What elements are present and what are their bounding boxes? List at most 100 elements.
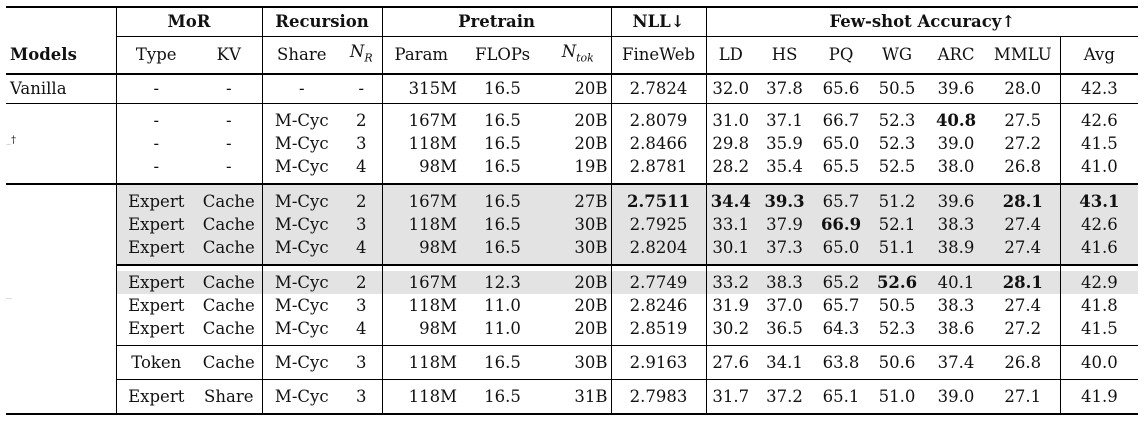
table-row: Expert Cache M-Cyc 3 118M 16.5 30B 2.7925 33.1 37… xyxy=(6,213,1139,237)
header-group-nll: NLL↓ xyxy=(610,6,707,37)
cell-ld: 30.1 xyxy=(705,236,756,260)
header-group-row: MoR Recursion Pretrain NLL↓ Few-shot Acc… xyxy=(6,6,1139,37)
cell-ntok: 30B xyxy=(545,213,612,237)
cell-pq: 64.3 xyxy=(822,319,860,339)
cell-share: M-Cyc xyxy=(261,351,342,375)
cell-hs: 38.3 xyxy=(755,271,815,295)
cell-avg: 42.3 xyxy=(1059,74,1139,104)
header-group-recursion: Recursion xyxy=(261,6,383,37)
cell-param: 315M xyxy=(381,74,461,104)
header-fineweb: FineWeb xyxy=(610,36,707,76)
table-row: Expert Cache M-Cyc 4 98M 11.0 20B 2.8519 30.2 36.… xyxy=(6,317,1139,341)
cell-ld: 31.7 xyxy=(705,385,756,409)
header-nr: NR xyxy=(341,36,383,76)
header-pq: PQ xyxy=(814,36,869,76)
header-type: Type xyxy=(115,36,196,76)
cell-kv: Cache xyxy=(196,271,263,295)
cell-ld: 32.0 xyxy=(705,74,756,104)
cell-fineweb: 2.8466 xyxy=(610,132,707,156)
cell-arc: 40.8 xyxy=(935,111,977,131)
results-body: Vanilla - - - -315M 16.5 20B 2.7824 32.0 37.8 65.6… xyxy=(6,74,1139,416)
cell-avg: 41.9 xyxy=(1059,385,1139,409)
cell-ld: 31.0 xyxy=(705,109,756,133)
table-row: Vanilla - - - -315M 16.5 20B 2.7824 32.0 37.8 65.6… xyxy=(6,74,1139,104)
cell-ntok: 20B xyxy=(545,271,612,295)
cell-nr: 2 xyxy=(341,190,383,214)
cell-kv: Cache xyxy=(196,236,263,260)
cell-share: M-Cyc xyxy=(261,236,342,260)
cell-avg: 41.8 xyxy=(1059,294,1139,318)
cell-nr: 2 xyxy=(341,271,383,295)
header-group-pretrain: Pretrain xyxy=(381,6,612,37)
cell-arc: 39.0 xyxy=(937,134,975,154)
cell-flops: 11.0 xyxy=(484,319,521,339)
cell-arc: 39.0 xyxy=(937,387,975,407)
cell-mmlu: 27.1 xyxy=(1004,387,1042,407)
cell-avg: 41.0 xyxy=(1059,155,1139,179)
cell-ld: 27.6 xyxy=(705,351,756,375)
cell-share: M-Cyc xyxy=(261,190,342,214)
cell-flops: 16.5 xyxy=(460,213,546,237)
cell-wg: 50.5 xyxy=(878,296,916,316)
cell-pq: 65.5 xyxy=(822,157,860,177)
cell-type: - xyxy=(115,132,196,156)
cell-kv: Cache xyxy=(196,190,263,214)
cell-nr: 3 xyxy=(356,296,367,316)
cell-ld: 30.2 xyxy=(705,317,756,341)
model-label: Recursive xyxy=(6,143,12,145)
header-hs: HS xyxy=(755,36,815,76)
header-arc: ARC xyxy=(926,36,987,76)
cell-flops: 12.3 xyxy=(460,271,546,295)
cell-param: 167M xyxy=(381,271,461,295)
cell-arc: 38.3 xyxy=(937,296,975,316)
header-group-mor: MoR xyxy=(115,6,263,37)
cell-kv: Cache xyxy=(202,319,255,339)
header-models: Models xyxy=(6,36,116,76)
cell-kv: - xyxy=(225,111,232,131)
cell-hs: 34.1 xyxy=(766,353,803,373)
cell-flops: 16.5 xyxy=(484,387,521,407)
results-table: MoR Recursion Pretrain NLL↓ Few-shot Acc… xyxy=(6,6,1139,416)
table-row: Expert Share M-Cyc 3 118M 16.5 31B 2.7983 31.7 37… xyxy=(6,385,1139,409)
cell-hs: 37.8 xyxy=(766,79,803,99)
cell-ntok: 20B xyxy=(574,319,608,339)
cell-param: 118M xyxy=(381,213,461,237)
cell-fineweb: 2.9163 xyxy=(610,351,707,375)
cell-type: Token xyxy=(115,351,196,375)
cell-param: 167M xyxy=(381,190,461,214)
cell-fineweb: 2.7749 xyxy=(610,271,707,295)
header-column-row: Models Type KV Share NR Param FLOPs Ntok… xyxy=(6,36,1139,76)
cell-avg: 41.5 xyxy=(1059,317,1139,341)
cell-ntok: 30B xyxy=(545,236,612,260)
cell-kv: Share xyxy=(204,387,254,407)
cell-ld: 28.2 xyxy=(705,155,756,179)
cell-share: M-Cyc xyxy=(261,385,342,409)
cell-param: 98M xyxy=(381,236,461,260)
cell-wg: 50.5 xyxy=(878,79,916,99)
cell-avg: 42.6 xyxy=(1059,109,1139,133)
cell-hs: 35.9 xyxy=(766,134,803,154)
cell-pq: 65.1 xyxy=(822,387,860,407)
cell-avg: 42.9 xyxy=(1059,271,1139,295)
cell-mmlu: 26.8 xyxy=(1004,157,1042,177)
cell-pq: 65.6 xyxy=(822,79,860,99)
cell-type: - xyxy=(115,74,196,104)
cell-type: Expert xyxy=(115,236,196,260)
cell-wg: 52.6 xyxy=(868,271,927,295)
cell-hs: 36.5 xyxy=(766,319,803,339)
cell-ld: 29.8 xyxy=(705,132,756,156)
header-param: Param xyxy=(381,36,461,76)
cell-wg: 52.1 xyxy=(868,213,927,237)
cell-flops: 11.0 xyxy=(484,296,521,316)
cell-avg: 41.5 xyxy=(1059,132,1139,156)
cell-type: Expert xyxy=(115,294,196,318)
cell-wg: 52.5 xyxy=(878,157,916,177)
cell-mmlu: 27.5 xyxy=(1004,111,1042,131)
table-row: Expert Cache M-Cyc 2 167M 16.5 27B 2.7511 34.4 39… xyxy=(6,190,1139,214)
cell-flops: 16.5 xyxy=(484,111,521,131)
cell-flops: 16.5 xyxy=(484,353,521,373)
cell-type: Expert xyxy=(115,190,196,214)
cell-share: - xyxy=(261,74,342,104)
cell-wg: 51.2 xyxy=(868,190,927,214)
cell-ntok: 20B xyxy=(574,111,608,131)
